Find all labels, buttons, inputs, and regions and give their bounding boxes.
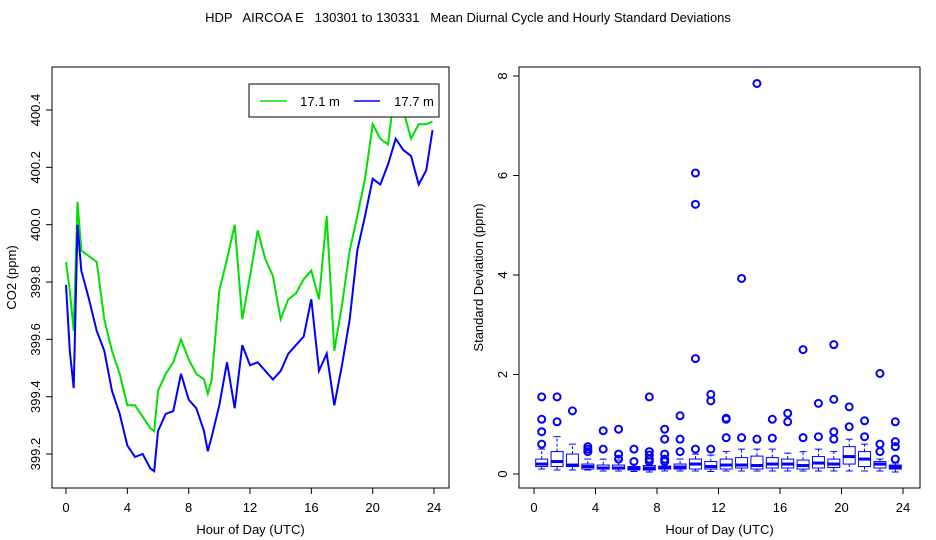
outlier-point (614, 424, 624, 434)
outlier-point (875, 369, 885, 379)
legend-label: 17.7 m (394, 94, 434, 109)
y-tick-label: 8 (495, 72, 510, 79)
outlier-point (537, 414, 547, 424)
box (750, 455, 764, 470)
outlier-point (752, 78, 762, 88)
outlier-point (890, 442, 900, 452)
outlier-point (537, 439, 547, 449)
outlier-point (598, 426, 608, 436)
outlier-point (567, 406, 577, 416)
outlier-point (829, 394, 839, 404)
outlier-point (721, 414, 731, 424)
outlier-point (552, 392, 562, 402)
x-tick-label: 16 (304, 500, 318, 515)
outlier-point (690, 168, 700, 178)
outlier-point (644, 457, 654, 467)
y-tick-label: 400.2 (28, 151, 43, 184)
box (735, 457, 749, 469)
outlier-point (706, 396, 716, 406)
outlier-point (829, 434, 839, 444)
outlier-point (860, 416, 870, 426)
outlier-point (890, 437, 900, 447)
outlier-point (614, 449, 624, 459)
outlier-point (583, 447, 593, 457)
y-tick-label: 399.6 (28, 323, 43, 356)
x-tick-label: 0 (530, 500, 537, 515)
outlier-point (737, 433, 747, 443)
outlier-point (767, 414, 777, 424)
outlier-point (875, 439, 885, 449)
x-tick-label: 24 (427, 500, 441, 515)
outlier-point (598, 444, 608, 454)
y-tick-label: 400.0 (28, 208, 43, 241)
outlier-point (813, 432, 823, 442)
outlier-point (675, 434, 685, 444)
x-tick-label: 12 (711, 500, 725, 515)
outlier-point (783, 417, 793, 427)
x-tick-label: 0 (62, 500, 69, 515)
outlier-point (614, 454, 624, 464)
outlier-point (660, 457, 670, 467)
outlier-point (629, 444, 639, 454)
y-axis-label: CO2 (ppm) (4, 245, 19, 309)
outlier-point (644, 392, 654, 402)
outlier-point (798, 345, 808, 355)
outlier-point (721, 433, 731, 443)
x-tick-label: 16 (773, 500, 787, 515)
outlier-point (844, 402, 854, 412)
outlier-point (660, 434, 670, 444)
x-tick-label: 20 (834, 500, 848, 515)
outlier-point (706, 444, 716, 454)
outlier-point (783, 408, 793, 418)
series-line-177m (65, 129, 434, 474)
box (550, 451, 564, 468)
x-axis-label: Hour of Day (UTC) (196, 522, 304, 537)
outlier-point (690, 444, 700, 454)
x-tick-label: 8 (185, 500, 192, 515)
outlier-point (875, 447, 885, 457)
y-tick-label: 399.2 (28, 438, 43, 471)
outlier-point (690, 354, 700, 364)
outlier-point (660, 424, 670, 434)
outlier-point (737, 273, 747, 283)
outlier-point (537, 427, 547, 437)
y-tick-label: 4 (495, 271, 510, 278)
x-tick-label: 4 (124, 500, 131, 515)
outlier-point (690, 199, 700, 209)
outlier-point (552, 417, 562, 427)
outlier-point (629, 457, 639, 467)
x-tick-label: 24 (896, 500, 910, 515)
outlier-point (675, 411, 685, 421)
x-tick-label: 4 (592, 500, 599, 515)
y-tick-label: 0 (495, 470, 510, 477)
outlier-point (767, 433, 777, 443)
y-tick-label: 6 (495, 172, 510, 179)
plot-frame (518, 66, 921, 489)
y-tick-label: 399.8 (28, 266, 43, 299)
y-tick-label: 400.4 (28, 94, 43, 127)
outlier-point (798, 433, 808, 443)
x-tick-label: 20 (365, 500, 379, 515)
y-tick-label: 399.4 (28, 380, 43, 413)
x-axis-label: Hour of Day (UTC) (665, 522, 773, 537)
outlier-point (752, 434, 762, 444)
x-tick-label: 8 (653, 500, 660, 515)
outlier-point (675, 447, 685, 457)
outlier-point (844, 422, 854, 432)
outlier-point (890, 417, 900, 427)
series-line-171m (65, 83, 433, 433)
outlier-point (537, 392, 547, 402)
figure-title: HDP AIRCOA E 130301 to 130331 Mean Diurn… (205, 10, 731, 25)
outlier-point (890, 454, 900, 464)
y-tick-label: 2 (495, 371, 510, 378)
x-tick-label: 12 (243, 500, 257, 515)
outlier-point (829, 427, 839, 437)
outlier-point (860, 432, 870, 442)
outlier-point (813, 398, 823, 408)
y-axis-label: Standard Deviation (ppm) (471, 203, 486, 351)
outlier-point (829, 340, 839, 350)
legend-label: 17.1 m (300, 94, 340, 109)
